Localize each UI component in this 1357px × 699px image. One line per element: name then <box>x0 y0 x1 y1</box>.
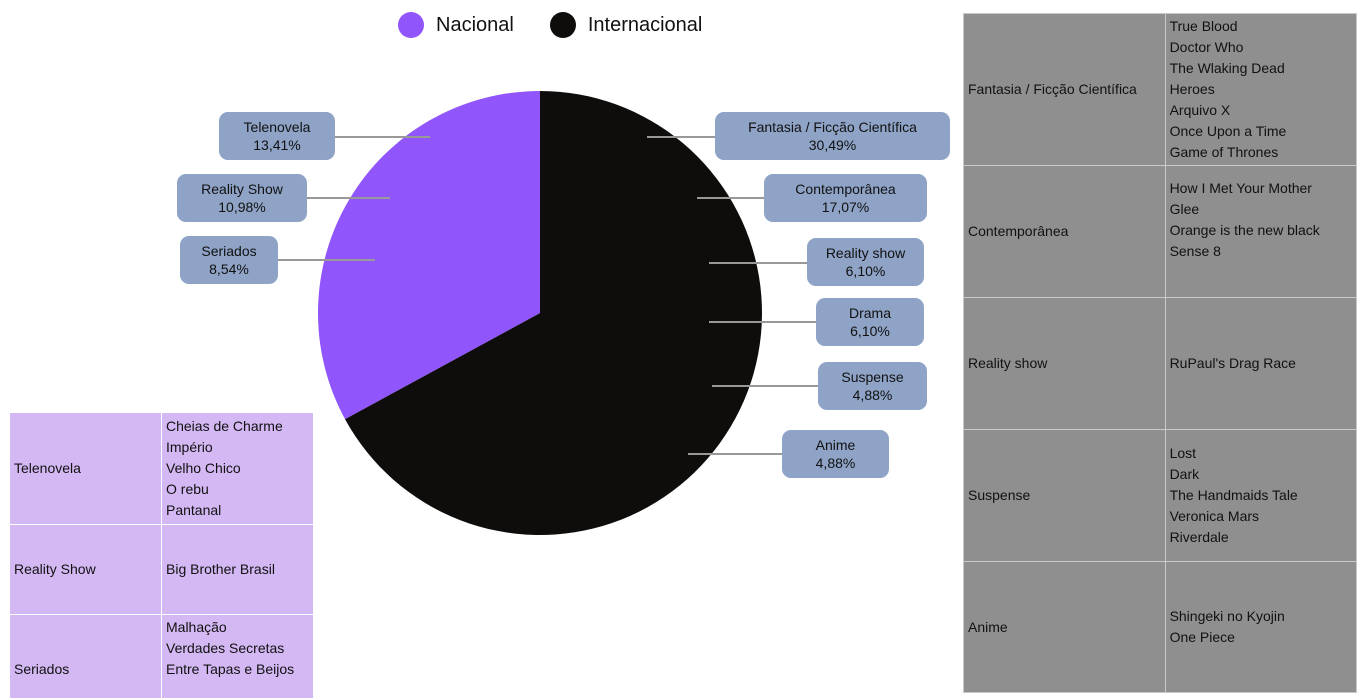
legend-item-nacional: Nacional <box>398 12 514 38</box>
genre-cell: Suspense <box>963 429 1166 562</box>
legend-label-nacional: Nacional <box>436 13 514 36</box>
title-item: O rebu <box>166 481 209 497</box>
table-row: Suspense Lost Dark The Handmaids Tale Ve… <box>963 429 1357 562</box>
title-item: How I Met Your Mother <box>1169 180 1312 196</box>
title-item: The Handmaids Tale <box>1169 487 1298 503</box>
callout-reality-show-internacional: Reality show 6,10% <box>807 238 924 286</box>
callout-value: 4,88% <box>852 387 893 403</box>
callout-contemporanea: Contemporânea 17,07% <box>764 174 927 222</box>
titles-cell: How I Met Your Mother Glee Orange is the… <box>1164 165 1357 298</box>
titles-cell: RuPaul's Drag Race <box>1164 297 1357 430</box>
callout-suspense: Suspense 4,88% <box>818 362 927 410</box>
title-item: Entre Tapas e Beijos <box>166 661 295 677</box>
genre-cell: Anime <box>963 561 1166 693</box>
table-row: Contemporânea How I Met Your Mother Glee… <box>963 165 1357 298</box>
genre-cell: Reality Show <box>9 524 162 615</box>
pie-slice-internacional <box>344 91 762 536</box>
callout-value: 4,88% <box>815 455 856 471</box>
callout-telenovela: Telenovela 13,41% <box>219 112 335 160</box>
genre-cell: Seriados <box>9 614 162 699</box>
callout-value: 10,98% <box>218 199 266 215</box>
legend-item-internacional: Internacional <box>549 12 703 38</box>
callout-seriados: Seriados 8,54% <box>180 236 278 284</box>
chart-legend: Nacional Internacional <box>398 12 738 38</box>
title-item: One Piece <box>1169 629 1235 645</box>
callout-label: Reality Show <box>201 181 283 197</box>
legend-swatch-internacional <box>549 12 576 38</box>
callout-value: 8,54% <box>209 261 249 277</box>
table-row: Seriados Malhação Verdades Secretas Entr… <box>9 614 314 699</box>
title-item: Glee <box>1169 201 1200 217</box>
title-item: Orange is the new black <box>1169 222 1320 238</box>
callout-anime: Anime 4,88% <box>782 430 889 478</box>
title-item: Império <box>166 439 213 455</box>
table-row: Reality show RuPaul's Drag Race <box>963 297 1357 430</box>
callout-value: 6,10% <box>850 323 890 339</box>
titles-cell: Cheias de Charme Império Velho Chico O r… <box>161 412 314 525</box>
title-item: Velho Chico <box>166 460 241 476</box>
callout-drama: Drama 6,10% <box>816 298 924 346</box>
internacional-table: Fantasia / Ficção Científica True Blood … <box>963 13 1357 693</box>
title-item: Big Brother Brasil <box>166 561 275 577</box>
genre-cell: Telenovela <box>9 412 162 525</box>
callout-value: 17,07% <box>821 199 870 215</box>
genre-cell: Fantasia / Ficção Científica <box>963 13 1166 166</box>
callout-label: Fantasia / Ficção Científica <box>748 119 917 135</box>
title-item: Doctor Who <box>1169 39 1244 55</box>
genre-cell: Contemporânea <box>963 165 1166 298</box>
callout-label: Contemporânea <box>795 181 896 197</box>
title-item: Shingeki no Kyojin <box>1169 608 1285 624</box>
callout-value: 6,10% <box>845 263 886 279</box>
titles-cell: Malhação Verdades Secretas Entre Tapas e… <box>161 614 314 699</box>
title-item: Cheias de Charme <box>166 418 283 434</box>
title-item: Verdades Secretas <box>166 640 285 656</box>
callout-label: Telenovela <box>243 119 311 135</box>
title-item: Dark <box>1169 466 1200 482</box>
table-row: Anime Shingeki no Kyojin One Piece <box>963 561 1357 693</box>
table-row: Telenovela Cheias de Charme Império Velh… <box>9 412 314 525</box>
titles-cell: Big Brother Brasil <box>161 524 314 615</box>
title-item: Riverdale <box>1169 529 1229 545</box>
title-item: Malhação <box>166 619 227 635</box>
title-item: Veronica Mars <box>1169 508 1260 524</box>
callout-value: 30,49% <box>808 137 857 153</box>
title-item: The Wlaking Dead <box>1169 60 1285 76</box>
table-row: Fantasia / Ficção Científica True Blood … <box>963 13 1357 166</box>
title-item: Sense 8 <box>1169 243 1221 259</box>
table-row: Reality Show Big Brother Brasil <box>9 524 314 615</box>
pie-slice-nacional <box>317 91 540 420</box>
title-item: RuPaul's Drag Race <box>1169 355 1296 371</box>
title-item: Heroes <box>1169 81 1215 97</box>
titles-cell: True Blood Doctor Who The Wlaking Dead H… <box>1164 13 1357 166</box>
legend-swatch-nacional <box>398 12 424 38</box>
callout-label: Drama <box>848 305 891 321</box>
title-item: Game of Thrones <box>1169 144 1279 160</box>
callout-value: 13,41% <box>253 137 301 153</box>
title-item: True Blood <box>1169 18 1238 34</box>
nacional-table: Telenovela Cheias de Charme Império Velh… <box>9 412 314 699</box>
callout-label: Reality show <box>825 245 906 261</box>
title-item: Pantanal <box>166 502 222 518</box>
callout-reality-show-nacional: Reality Show 10,98% <box>177 174 307 222</box>
callout-fantasia: Fantasia / Ficção Científica 30,49% <box>715 112 950 160</box>
genre-cell: Reality show <box>963 297 1166 430</box>
title-item: Arquivo X <box>1169 102 1231 118</box>
callout-label: Suspense <box>841 369 904 385</box>
callout-label: Anime <box>815 437 856 453</box>
title-item: Lost <box>1169 445 1197 461</box>
legend-label-internacional: Internacional <box>587 13 703 36</box>
titles-cell: Shingeki no Kyojin One Piece <box>1164 561 1357 693</box>
callout-label: Seriados <box>201 243 257 259</box>
title-item: Once Upon a Time <box>1169 123 1287 139</box>
titles-cell: Lost Dark The Handmaids Tale Veronica Ma… <box>1164 429 1357 562</box>
